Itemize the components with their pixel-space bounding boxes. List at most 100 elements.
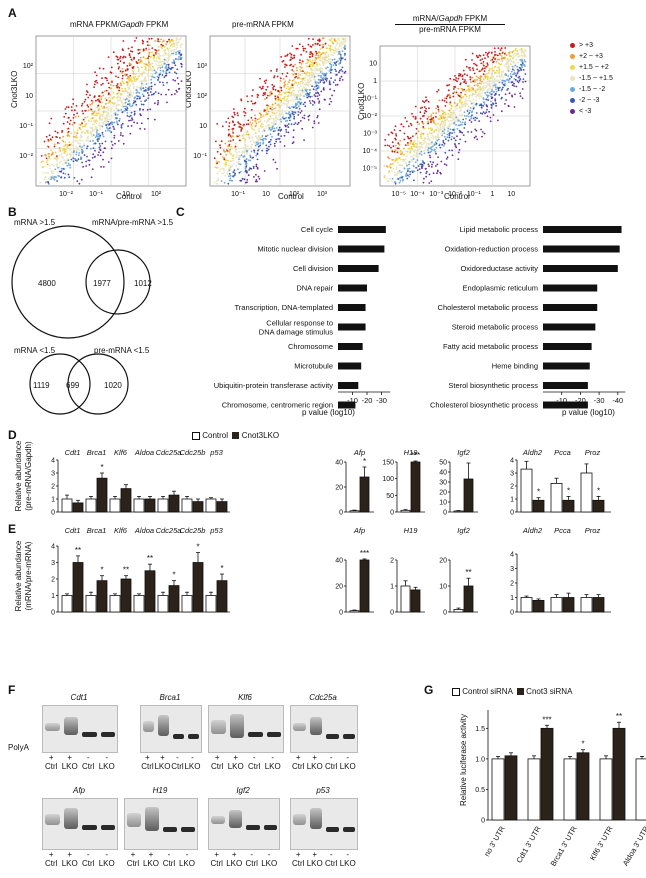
plot2-point (338, 50, 341, 53)
plot2-point (334, 46, 337, 48)
plot3-point (424, 140, 427, 143)
plot1-point (142, 103, 145, 106)
plot3-point (463, 100, 466, 103)
plot3-point (499, 78, 502, 80)
plot1-point (56, 165, 58, 168)
plot3-point (469, 78, 472, 81)
plot2-point (319, 59, 322, 62)
plot3-point (466, 89, 468, 92)
plot3-point (472, 88, 475, 91)
plot2-point (233, 123, 236, 126)
plot1-point (173, 59, 175, 61)
plot2-point (273, 121, 275, 123)
plot3-point (415, 127, 418, 130)
plot2-point (311, 100, 314, 102)
plot2-point (289, 52, 291, 55)
plot3-point (463, 88, 466, 91)
polya-sign: - (176, 753, 179, 762)
plot2-point (249, 121, 252, 124)
plot3-point (385, 177, 388, 180)
plot2-point (329, 48, 332, 51)
plot2-point (246, 149, 248, 152)
plot1-point (154, 91, 157, 93)
significance-E1: * (220, 564, 223, 573)
plot2-point (280, 86, 283, 89)
plot1-point (114, 112, 117, 115)
plot1-point (59, 161, 61, 164)
gene-label-D1: Cdc25b (180, 448, 206, 457)
plot1-point (158, 66, 161, 69)
plot2-point (219, 144, 221, 147)
plot3-point (427, 122, 430, 125)
plot1-point (51, 176, 54, 179)
plot3-point (501, 74, 503, 77)
plot3-point (459, 123, 462, 126)
plot3-point (425, 96, 427, 99)
plot2-point (344, 37, 347, 40)
plot2-point (299, 59, 301, 61)
plot2-point (317, 56, 320, 59)
venn-bottom-overlap-count: 699 (66, 381, 80, 390)
plot3-point (461, 74, 464, 77)
yticklabel-D4: 10 (439, 500, 447, 507)
plot3-point (387, 156, 389, 159)
plot3-point (488, 88, 491, 91)
plot1-point (48, 157, 51, 160)
plot3-point (480, 62, 483, 65)
plot1-point (108, 130, 111, 132)
plot3-point (408, 167, 411, 170)
plot1-point (108, 108, 110, 110)
plot2-point (281, 111, 284, 114)
plot3-point (427, 145, 430, 148)
plot1-point (177, 58, 180, 61)
bar-D1-control (109, 498, 121, 513)
plot2-point (340, 47, 343, 49)
plot2-point (324, 42, 327, 45)
plot1-point (175, 89, 178, 92)
plot2-point (292, 99, 295, 102)
plot3-point (492, 90, 495, 93)
plot1-point (92, 140, 94, 142)
plot1-point (50, 154, 53, 156)
plot2-point (317, 39, 319, 42)
plot1-point (138, 97, 141, 100)
plot1-point (176, 68, 179, 71)
plot3-point (404, 144, 407, 147)
go-term-right: Steroid metabolic process (452, 323, 539, 332)
plot3-point (524, 73, 527, 75)
plot1-point (118, 89, 120, 92)
plot3-xlabel: Control (444, 192, 470, 201)
plot2-point (257, 134, 260, 137)
plot3-point (391, 132, 394, 135)
plot1-point (86, 136, 89, 139)
plot2-point (304, 47, 307, 50)
plot1-point (130, 58, 133, 61)
plot1-point (66, 153, 69, 155)
plot1-point (140, 66, 143, 69)
plot1-point (180, 56, 183, 59)
plot2-point (294, 105, 297, 108)
plot2-point (305, 62, 307, 65)
panel-a-legend: > +3 +2 ~ +3 +1.5 ~ +2 -1.5 ~ +1.5 -1.5 ~ -2… (570, 42, 646, 119)
plot1-point (161, 60, 164, 63)
plot2-point (292, 106, 295, 109)
panel-label-f: F (8, 683, 16, 697)
plot1-point (90, 176, 93, 179)
plot3-point (396, 151, 399, 154)
plot1-point (87, 119, 90, 122)
plot2-point (247, 119, 250, 122)
plot3-point (521, 59, 524, 61)
plot3-point (477, 93, 480, 96)
bar-E1-control (205, 595, 217, 613)
plot1-point (155, 53, 157, 56)
plot2-point (298, 87, 301, 89)
plot1-point (128, 94, 131, 96)
plot3-point (427, 100, 430, 103)
plot2-point (319, 48, 322, 50)
plot2-point (318, 94, 321, 96)
plot1-point (117, 62, 119, 65)
plot2-point (250, 116, 253, 119)
plot1-point (132, 83, 135, 86)
plot3-point (463, 73, 466, 76)
plot2-point (279, 79, 282, 82)
